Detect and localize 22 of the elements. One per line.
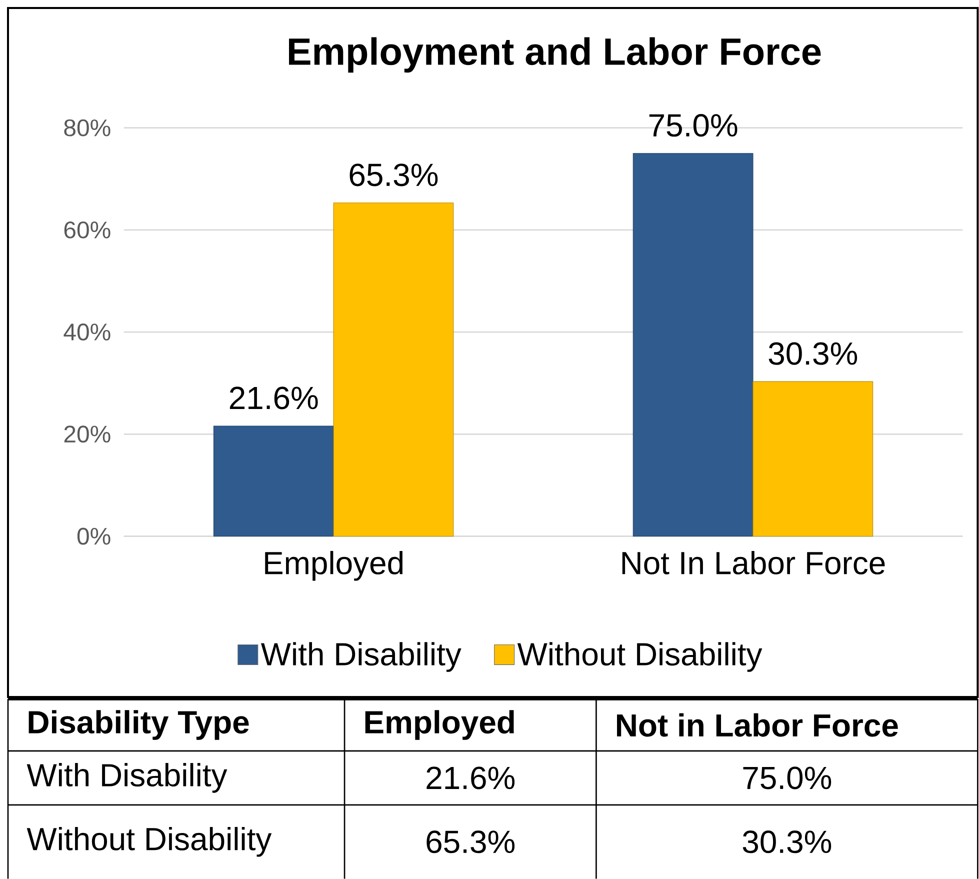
- y-tick-label: 0%: [77, 528, 110, 545]
- y-tick-label: 40%: [64, 323, 110, 340]
- y-tick-label: 20%: [64, 425, 110, 442]
- data-label: 65.3%: [426, 830, 515, 853]
- text: 21.6%: [230, 386, 318, 410]
- data-label: 75.0%: [743, 766, 832, 790]
- text: Not in Labor Force: [617, 713, 898, 737]
- text: Employed: [365, 710, 514, 740]
- data-label: 21.6%: [426, 766, 515, 790]
- y-tick-label: 80%: [64, 119, 110, 136]
- legend-label: Without Disability: [517, 642, 762, 672]
- data-label: 30.3%: [742, 830, 832, 853]
- text: With Disability: [26, 762, 228, 793]
- text: 30.3%: [768, 342, 858, 365]
- text: Without Disability: [26, 826, 272, 857]
- text: 75.0%: [649, 114, 738, 136]
- y-tick-label: 60%: [64, 221, 110, 238]
- text: 65.3%: [350, 163, 438, 186]
- chart-title: Employment and Labor Force: [289, 36, 821, 72]
- text: Disability Type: [28, 710, 249, 740]
- x-tick-label: Not In Labor Force: [622, 550, 885, 574]
- legend-label: With Disability: [260, 642, 462, 672]
